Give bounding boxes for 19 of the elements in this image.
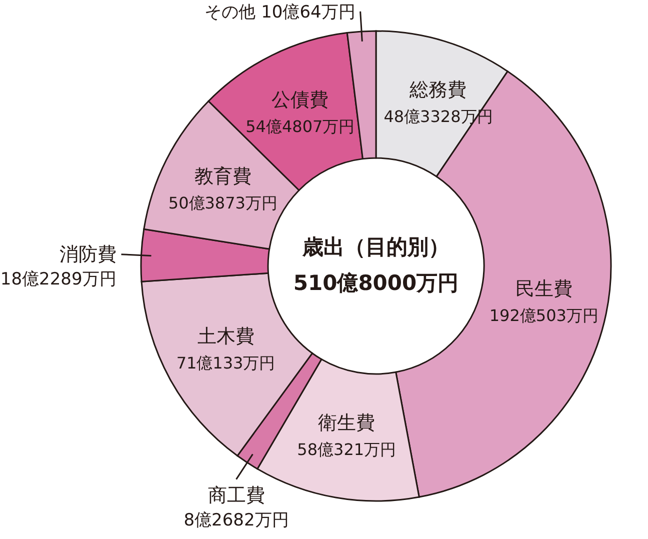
- slice-label: 民生費: [515, 278, 572, 300]
- data-label: 50億3873万円: [168, 194, 278, 213]
- data-label: 10億64万円: [261, 2, 356, 22]
- text: 510億8000万円: [293, 271, 459, 295]
- slice-label: 消防費: [59, 243, 116, 266]
- slice-label: 商工費: [208, 484, 265, 506]
- text: 歳出（目的別）: [302, 235, 450, 259]
- slice-label: 衛生費: [318, 412, 376, 434]
- data-label: 18億2289万円: [0, 269, 116, 290]
- data-label: 8億2682万円: [184, 510, 289, 530]
- data-label: 71億133万円: [176, 354, 276, 373]
- slice-label: 公債費: [272, 89, 329, 112]
- slice-label: 総務費: [408, 79, 467, 102]
- data-label: 192億503万円: [489, 306, 598, 325]
- data-label: 54億4807万円: [246, 117, 355, 136]
- slice-label: 土木費: [197, 326, 254, 348]
- slice-label: 教育費: [194, 166, 252, 188]
- data-label: 58億321万円: [297, 440, 396, 459]
- slice-label: その他: [204, 2, 256, 22]
